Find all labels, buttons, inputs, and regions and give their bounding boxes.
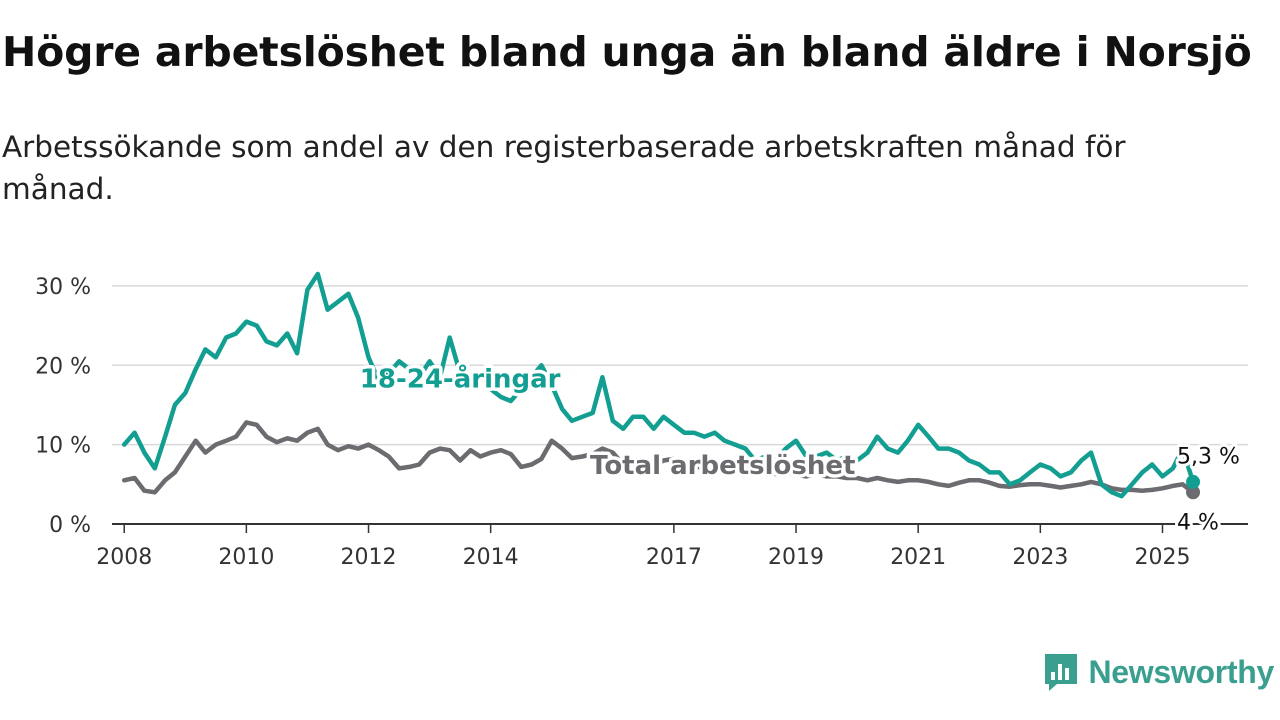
- series-label-total: Total arbetslöshet: [590, 451, 855, 481]
- y-tick-label: 20 %: [35, 354, 91, 379]
- series-label-total-halo: Total arbetslöshet: [590, 451, 855, 481]
- chart-title: Högre arbetslöshet bland unga än bland ä…: [2, 28, 1252, 76]
- chart-subtitle: Arbetssökande som andel av den registerb…: [2, 130, 1126, 206]
- x-tick-label: 2025: [1134, 545, 1190, 570]
- line-chart: 0 % 10 % 20 % 30 % 2008 2010 2012 2014 2017 2019 2…: [35, 271, 1248, 570]
- x-tick-label: 2023: [1012, 545, 1068, 570]
- series-layer: [121, 271, 1201, 500]
- newsworthy-logo: Newsworthy: [1043, 652, 1275, 692]
- x-tick-label: 2012: [341, 545, 397, 570]
- x-tick-label: 2010: [218, 545, 274, 570]
- y-tick-label: 0 %: [49, 513, 91, 538]
- series-line-youth: [121, 271, 1196, 499]
- end-label-youth: 5,3 %: [1177, 445, 1240, 470]
- end-point-total: [1186, 485, 1201, 500]
- series-line-total: [121, 420, 1196, 495]
- end-label-total-halo: 4 %: [1177, 511, 1219, 536]
- y-tick-label: 10 %: [35, 434, 91, 459]
- end-point-youth: [1186, 474, 1201, 489]
- brand-name: Newsworthy: [1088, 653, 1275, 690]
- end-label-total: 4 %: [1177, 511, 1219, 536]
- x-tick-label: 2014: [463, 545, 519, 570]
- x-tick-label: 2017: [646, 545, 702, 570]
- x-tick-label: 2021: [890, 545, 946, 570]
- x-tick-label: 2019: [768, 545, 824, 570]
- newsworthy-logo-icon: [1044, 654, 1077, 691]
- end-label-youth-halo: 5,3 %: [1177, 445, 1240, 470]
- x-tick-label: 2008: [96, 545, 152, 570]
- series-label-youth: 18-24-åringar: [360, 362, 561, 394]
- series-label-youth-halo: 18-24-åringar: [360, 362, 561, 394]
- y-tick-label: 30 %: [35, 275, 91, 300]
- grid-layer: [112, 285, 1248, 446]
- axis-layer: 0 % 10 % 20 % 30 % 2008 2010 2012 2014 2017 2019 2…: [35, 275, 1248, 570]
